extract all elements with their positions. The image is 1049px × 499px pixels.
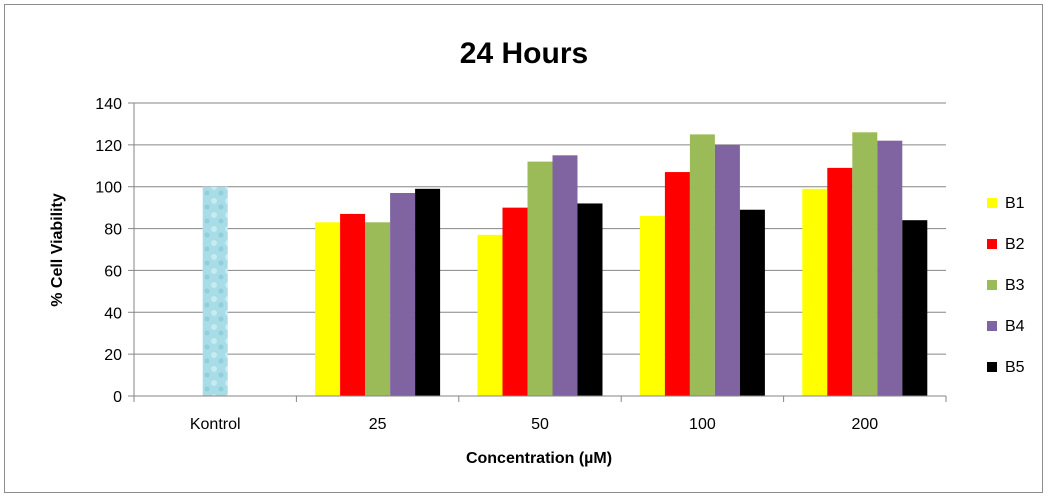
bar-b3 (852, 132, 878, 397)
y-tick-label: 60 (104, 263, 122, 280)
chart-title: 24 Hours (460, 37, 588, 70)
legend: B1 B2 B3 B4 B5 (987, 195, 1025, 376)
bar-b3 (365, 222, 391, 396)
y-tick-labels: 0 20 40 60 80 100 120 140 (95, 96, 122, 406)
bar-b1 (315, 222, 341, 396)
bar-control (202, 186, 228, 396)
bar-b4 (552, 155, 578, 396)
bar-b2 (340, 213, 366, 396)
bar-b2 (502, 207, 528, 396)
y-tick-label: 20 (104, 347, 122, 364)
bar-b5 (577, 203, 603, 396)
y-tick-label: 80 (104, 222, 122, 239)
bar-b4 (877, 140, 903, 396)
y-tick-label: 0 (113, 389, 122, 406)
legend-swatch (987, 280, 997, 290)
bars (202, 132, 928, 397)
bar-b5 (902, 220, 928, 396)
x-tick-label: 200 (851, 416, 878, 433)
y-tick-label: 120 (95, 138, 122, 155)
legend-swatch (987, 198, 997, 208)
bar-b4 (714, 144, 740, 396)
legend-label: B2 (1005, 236, 1025, 253)
bar-b3 (689, 134, 715, 396)
legend-label: B5 (1005, 359, 1025, 376)
x-tick-labels: Kontrol 25 50 100 200 (190, 416, 878, 433)
y-axis-title: % Cell Viability (49, 193, 66, 307)
bar-b4 (390, 192, 416, 396)
legend-swatch (987, 362, 997, 372)
bar-b1 (802, 188, 828, 396)
x-tick-label: Kontrol (190, 416, 241, 433)
bar-b3 (527, 161, 553, 396)
x-axis-title: Concentration (µM) (466, 450, 612, 467)
x-tick-label: 50 (531, 416, 549, 433)
bar-b5 (415, 188, 441, 396)
bar-b5 (739, 209, 765, 396)
bar-b2 (664, 172, 690, 396)
y-tick-label: 40 (104, 305, 122, 322)
legend-swatch (987, 321, 997, 331)
legend-label: B3 (1005, 277, 1025, 294)
axes (133, 103, 947, 402)
x-tick-label: 25 (369, 416, 387, 433)
legend-label: B4 (1005, 318, 1025, 335)
y-tick-label: 100 (95, 180, 122, 197)
x-tick-label: 100 (689, 416, 716, 433)
bar-b2 (827, 167, 853, 396)
y-tick-label: 140 (95, 96, 122, 113)
bar-b1 (639, 216, 665, 396)
bar-b1 (477, 234, 503, 396)
legend-swatch (987, 239, 997, 249)
legend-label: B1 (1005, 195, 1025, 212)
